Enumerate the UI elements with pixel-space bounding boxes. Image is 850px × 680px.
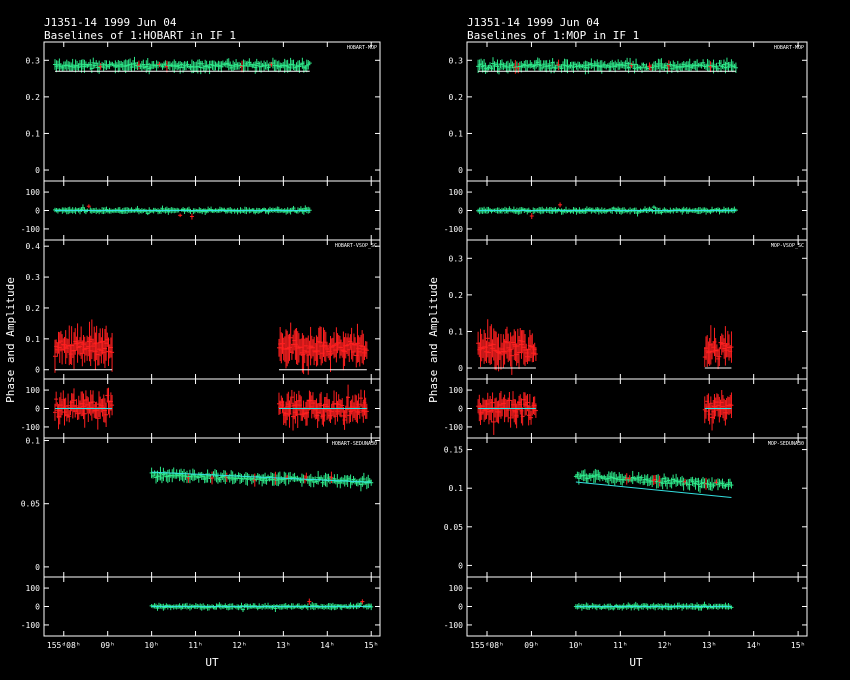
left-xtick-label: 09ʰ xyxy=(100,641,114,650)
phase-ytick-label: 0 xyxy=(458,207,463,216)
amp-ytick-label: 0.1 xyxy=(449,484,464,493)
amp-ytick-label: 0.3 xyxy=(26,273,41,282)
baseline-label: HOBART-SEDUNA30 xyxy=(332,441,377,447)
right-xtick-label: 14ʰ xyxy=(746,641,760,650)
panel-right-mop-seduna30: MOP-SEDUNA30 0 0.05 0.1 0.15 -100 0 100 xyxy=(444,437,808,637)
left-xtick-label: 10ʰ xyxy=(144,641,158,650)
phase-ytick-label: 0 xyxy=(35,603,40,612)
phase-ytick-label: -100 xyxy=(21,225,40,234)
amplitude-model-line xyxy=(575,481,732,498)
amp-ytick-label: 0 xyxy=(458,166,463,175)
left-xlabel: UT xyxy=(205,656,219,669)
phase-ytick-label: 100 xyxy=(449,584,464,593)
amp-ytick-label: 0.2 xyxy=(26,93,41,102)
amp-ytick-label: 0.1 xyxy=(449,327,464,336)
panel-right-mop-vsop-sc: MOP-VSOP_SC 0 0.1 0.2 0.3 -100 0 100 xyxy=(444,239,808,439)
data-points xyxy=(149,466,374,613)
right-xtick-label: 15ʰ xyxy=(791,641,805,650)
left-ylabel: Phase and Amplitude xyxy=(4,277,17,403)
right-ylabel: Phase and Amplitude xyxy=(427,277,440,403)
left-xtick-label: 11ʰ xyxy=(188,641,202,650)
phase-ytick-label: -100 xyxy=(444,621,463,630)
amp-ytick-label: 0.1 xyxy=(26,335,41,344)
amp-ytick-label: 0.1 xyxy=(449,129,464,138)
phase-ytick-label: 100 xyxy=(449,188,464,197)
amp-ytick-label: 0.1 xyxy=(26,437,41,446)
right-xtick-label: 09ʰ xyxy=(524,641,538,650)
left-xtick-label: 155ᵈ08ʰ xyxy=(47,641,81,650)
amp-ytick-label: 0.3 xyxy=(449,254,464,263)
right-xtick-label: 11ʰ xyxy=(613,641,627,650)
phase-ytick-label: -100 xyxy=(444,225,463,234)
right-xtick-label: 10ʰ xyxy=(569,641,583,650)
phase-ytick-label: 0 xyxy=(458,603,463,612)
left-xtick-label: 15ʰ xyxy=(364,641,378,650)
amp-ytick-label: 0.2 xyxy=(26,304,41,313)
panel-left-hobart-vsop-sc: HOBART-VSOP_SC 0 0.1 0.2 0.3 0.4 -100 0 100 xyxy=(21,239,381,439)
phase-ytick-label: 100 xyxy=(26,386,41,395)
amp-ytick-label: 0 xyxy=(458,364,463,373)
right-xtick-label: 155ᵈ08ʰ xyxy=(470,641,504,650)
phase-ytick-label: 0 xyxy=(35,405,40,414)
right-xlabel: UT xyxy=(629,656,643,669)
right-xtick-label: 12ʰ xyxy=(658,641,672,650)
right-xtick-label: 13ʰ xyxy=(702,641,716,650)
plot-area: HOBART-MOP00.10.20.3-1000100HOBART-VSOP_… xyxy=(21,41,808,650)
left-title-line1: J1351-14 1999 Jun 04 xyxy=(44,16,177,29)
panel-left-hobart-mop: HOBART-MOP 0 0.1 0.2 0.3 -100 0 100 xyxy=(21,41,381,241)
panel-right-hobart-mop: HOBART-MOP 0 0.1 0.2 0.3 -100 0 100 xyxy=(444,41,808,241)
right-title-line1: J1351-14 1999 Jun 04 xyxy=(467,16,600,29)
left-xtick-label: 13ʰ xyxy=(276,641,290,650)
left-title-line2: Baselines of 1:HOBART in IF 1 xyxy=(44,29,236,42)
phase-ytick-label: -100 xyxy=(21,423,40,432)
phase-ytick-label: 0 xyxy=(35,207,40,216)
amp-ytick-label: 0.3 xyxy=(449,56,464,65)
panel-left-hobart-seduna30: HOBART-SEDUNA30 0 0.05 0.1 -100 0 100 xyxy=(21,437,381,637)
phase-ytick-label: -100 xyxy=(444,423,463,432)
phase-ytick-label: 100 xyxy=(449,386,464,395)
baseline-label: MOP-SEDUNA30 xyxy=(768,441,804,447)
amp-ytick-label: 0.15 xyxy=(444,446,463,455)
amp-ytick-label: 0.05 xyxy=(444,523,463,532)
baseline-label: HOBART-VSOP_SC xyxy=(335,243,377,249)
amp-ytick-label: 0 xyxy=(458,561,463,570)
baseline-label: MOP-VSOP_SC xyxy=(771,243,804,249)
amp-ytick-label: 0.2 xyxy=(449,93,464,102)
baseline-label: HOBART-MOP xyxy=(347,45,377,51)
amp-ytick-label: 0 xyxy=(35,166,40,175)
amp-ytick-label: 0.2 xyxy=(449,291,464,300)
right-title-line2: Baselines of 1:MOP in IF 1 xyxy=(467,29,639,42)
amp-ytick-label: 0.3 xyxy=(26,56,41,65)
amp-ytick-label: 0.4 xyxy=(26,242,41,251)
phase-ytick-label: 0 xyxy=(458,405,463,414)
amp-ytick-label: 0.1 xyxy=(26,129,41,138)
phase-ytick-label: 100 xyxy=(26,188,41,197)
amp-ytick-label: 0 xyxy=(35,563,40,572)
amp-ytick-label: 0 xyxy=(35,366,40,375)
left-xtick-label: 12ʰ xyxy=(232,641,246,650)
left-xtick-label: 14ʰ xyxy=(320,641,334,650)
phase-ytick-label: -100 xyxy=(21,621,40,630)
amplitude-model-line xyxy=(151,471,372,483)
amp-ytick-label: 0.05 xyxy=(21,500,40,509)
phase-ytick-label: 100 xyxy=(26,584,41,593)
baseline-label: HOBART-MOP xyxy=(774,45,804,51)
